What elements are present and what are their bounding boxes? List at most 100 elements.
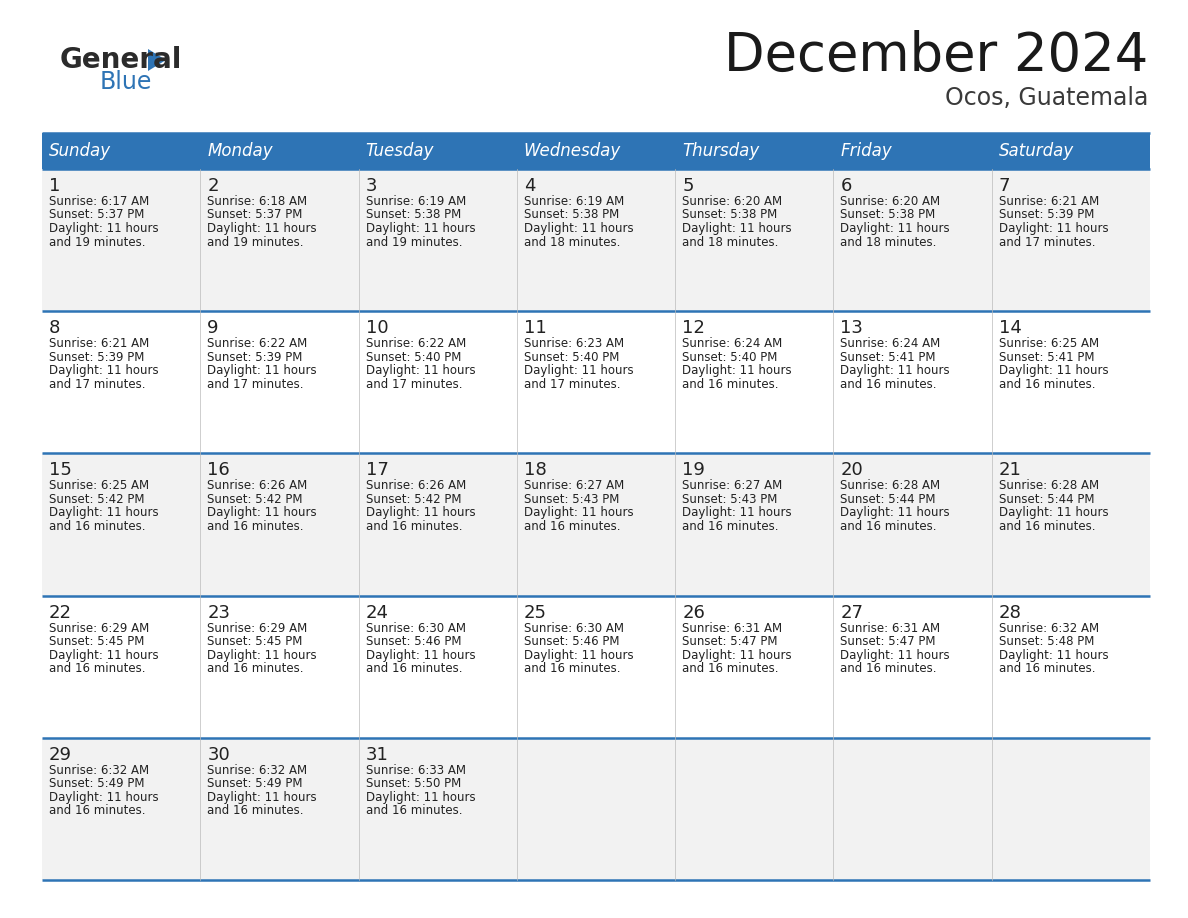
Bar xyxy=(359,133,517,169)
Text: Sunset: 5:38 PM: Sunset: 5:38 PM xyxy=(524,208,619,221)
Text: and 16 minutes.: and 16 minutes. xyxy=(49,662,145,675)
Text: 10: 10 xyxy=(366,319,388,337)
Bar xyxy=(517,169,675,311)
Text: Sunrise: 6:28 AM: Sunrise: 6:28 AM xyxy=(840,479,941,492)
Text: Sunset: 5:45 PM: Sunset: 5:45 PM xyxy=(207,635,303,648)
Text: Daylight: 11 hours: Daylight: 11 hours xyxy=(207,364,317,377)
Text: and 16 minutes.: and 16 minutes. xyxy=(49,520,145,533)
Text: Sunset: 5:49 PM: Sunset: 5:49 PM xyxy=(207,778,303,790)
Text: 30: 30 xyxy=(207,745,230,764)
Text: Sunset: 5:47 PM: Sunset: 5:47 PM xyxy=(682,635,778,648)
Bar xyxy=(675,133,834,169)
Bar xyxy=(992,596,1150,738)
Text: Sunset: 5:39 PM: Sunset: 5:39 PM xyxy=(999,208,1094,221)
Text: Sunrise: 6:21 AM: Sunrise: 6:21 AM xyxy=(49,337,150,350)
Text: 7: 7 xyxy=(999,177,1010,195)
Text: and 16 minutes.: and 16 minutes. xyxy=(524,662,620,675)
Bar xyxy=(834,133,992,169)
Bar xyxy=(359,738,517,880)
Text: 29: 29 xyxy=(49,745,72,764)
Text: Sunset: 5:46 PM: Sunset: 5:46 PM xyxy=(524,635,619,648)
Text: Sunset: 5:49 PM: Sunset: 5:49 PM xyxy=(49,778,145,790)
Text: Sunset: 5:47 PM: Sunset: 5:47 PM xyxy=(840,635,936,648)
Text: 4: 4 xyxy=(524,177,536,195)
Text: 26: 26 xyxy=(682,604,704,621)
Text: Sunset: 5:37 PM: Sunset: 5:37 PM xyxy=(49,208,145,221)
Text: Daylight: 11 hours: Daylight: 11 hours xyxy=(49,649,159,662)
Bar xyxy=(201,169,359,311)
Text: Tuesday: Tuesday xyxy=(366,142,434,160)
Text: Daylight: 11 hours: Daylight: 11 hours xyxy=(49,507,159,520)
Bar xyxy=(992,738,1150,880)
Text: and 17 minutes.: and 17 minutes. xyxy=(49,377,145,391)
Text: Monday: Monday xyxy=(207,142,273,160)
Text: Sunset: 5:50 PM: Sunset: 5:50 PM xyxy=(366,778,461,790)
Text: Daylight: 11 hours: Daylight: 11 hours xyxy=(524,222,633,235)
Text: 28: 28 xyxy=(999,604,1022,621)
Bar xyxy=(834,311,992,453)
Bar xyxy=(42,311,201,453)
Text: Sunrise: 6:22 AM: Sunrise: 6:22 AM xyxy=(366,337,466,350)
Text: Wednesday: Wednesday xyxy=(524,142,621,160)
Text: Daylight: 11 hours: Daylight: 11 hours xyxy=(682,649,791,662)
Text: Daylight: 11 hours: Daylight: 11 hours xyxy=(524,649,633,662)
Text: and 17 minutes.: and 17 minutes. xyxy=(999,236,1095,249)
Text: and 17 minutes.: and 17 minutes. xyxy=(524,377,620,391)
Text: 1: 1 xyxy=(49,177,61,195)
Text: Sunset: 5:41 PM: Sunset: 5:41 PM xyxy=(999,351,1094,364)
Bar xyxy=(359,169,517,311)
Text: 12: 12 xyxy=(682,319,704,337)
Text: Sunrise: 6:17 AM: Sunrise: 6:17 AM xyxy=(49,195,150,208)
Text: Daylight: 11 hours: Daylight: 11 hours xyxy=(524,507,633,520)
Text: Daylight: 11 hours: Daylight: 11 hours xyxy=(682,507,791,520)
Text: Sunset: 5:44 PM: Sunset: 5:44 PM xyxy=(999,493,1094,506)
Text: 24: 24 xyxy=(366,604,388,621)
Text: Sunset: 5:42 PM: Sunset: 5:42 PM xyxy=(49,493,145,506)
Text: Sunrise: 6:30 AM: Sunrise: 6:30 AM xyxy=(524,621,624,634)
Bar xyxy=(834,453,992,596)
Text: Sunrise: 6:26 AM: Sunrise: 6:26 AM xyxy=(207,479,308,492)
Text: Sunrise: 6:22 AM: Sunrise: 6:22 AM xyxy=(207,337,308,350)
Text: 14: 14 xyxy=(999,319,1022,337)
Text: and 18 minutes.: and 18 minutes. xyxy=(840,236,937,249)
Text: Sunrise: 6:33 AM: Sunrise: 6:33 AM xyxy=(366,764,466,777)
Text: Daylight: 11 hours: Daylight: 11 hours xyxy=(207,790,317,804)
Text: Sunset: 5:41 PM: Sunset: 5:41 PM xyxy=(840,351,936,364)
Text: Daylight: 11 hours: Daylight: 11 hours xyxy=(999,364,1108,377)
Text: 8: 8 xyxy=(49,319,61,337)
Text: 9: 9 xyxy=(207,319,219,337)
Text: Sunset: 5:40 PM: Sunset: 5:40 PM xyxy=(366,351,461,364)
Text: Daylight: 11 hours: Daylight: 11 hours xyxy=(840,507,950,520)
Text: Friday: Friday xyxy=(840,142,892,160)
Text: Sunrise: 6:20 AM: Sunrise: 6:20 AM xyxy=(682,195,782,208)
Text: 18: 18 xyxy=(524,462,546,479)
Text: Daylight: 11 hours: Daylight: 11 hours xyxy=(840,222,950,235)
Bar xyxy=(992,133,1150,169)
Text: Sunrise: 6:25 AM: Sunrise: 6:25 AM xyxy=(49,479,150,492)
Bar xyxy=(42,133,201,169)
Text: Daylight: 11 hours: Daylight: 11 hours xyxy=(840,364,950,377)
Text: 25: 25 xyxy=(524,604,546,621)
Bar xyxy=(201,596,359,738)
Text: Sunrise: 6:19 AM: Sunrise: 6:19 AM xyxy=(524,195,624,208)
Text: Daylight: 11 hours: Daylight: 11 hours xyxy=(999,507,1108,520)
Text: and 17 minutes.: and 17 minutes. xyxy=(207,377,304,391)
Bar xyxy=(201,738,359,880)
Text: December 2024: December 2024 xyxy=(723,30,1148,82)
Text: and 16 minutes.: and 16 minutes. xyxy=(840,520,937,533)
Text: and 16 minutes.: and 16 minutes. xyxy=(524,520,620,533)
Text: Sunrise: 6:21 AM: Sunrise: 6:21 AM xyxy=(999,195,1099,208)
Bar xyxy=(675,596,834,738)
Text: Sunset: 5:38 PM: Sunset: 5:38 PM xyxy=(366,208,461,221)
Text: Daylight: 11 hours: Daylight: 11 hours xyxy=(366,507,475,520)
Text: Sunrise: 6:24 AM: Sunrise: 6:24 AM xyxy=(840,337,941,350)
Text: and 18 minutes.: and 18 minutes. xyxy=(524,236,620,249)
Text: Daylight: 11 hours: Daylight: 11 hours xyxy=(366,222,475,235)
Bar xyxy=(992,169,1150,311)
Text: 5: 5 xyxy=(682,177,694,195)
Bar xyxy=(517,738,675,880)
Text: Sunset: 5:37 PM: Sunset: 5:37 PM xyxy=(207,208,303,221)
Bar xyxy=(201,311,359,453)
Text: and 19 minutes.: and 19 minutes. xyxy=(207,236,304,249)
Text: 23: 23 xyxy=(207,604,230,621)
